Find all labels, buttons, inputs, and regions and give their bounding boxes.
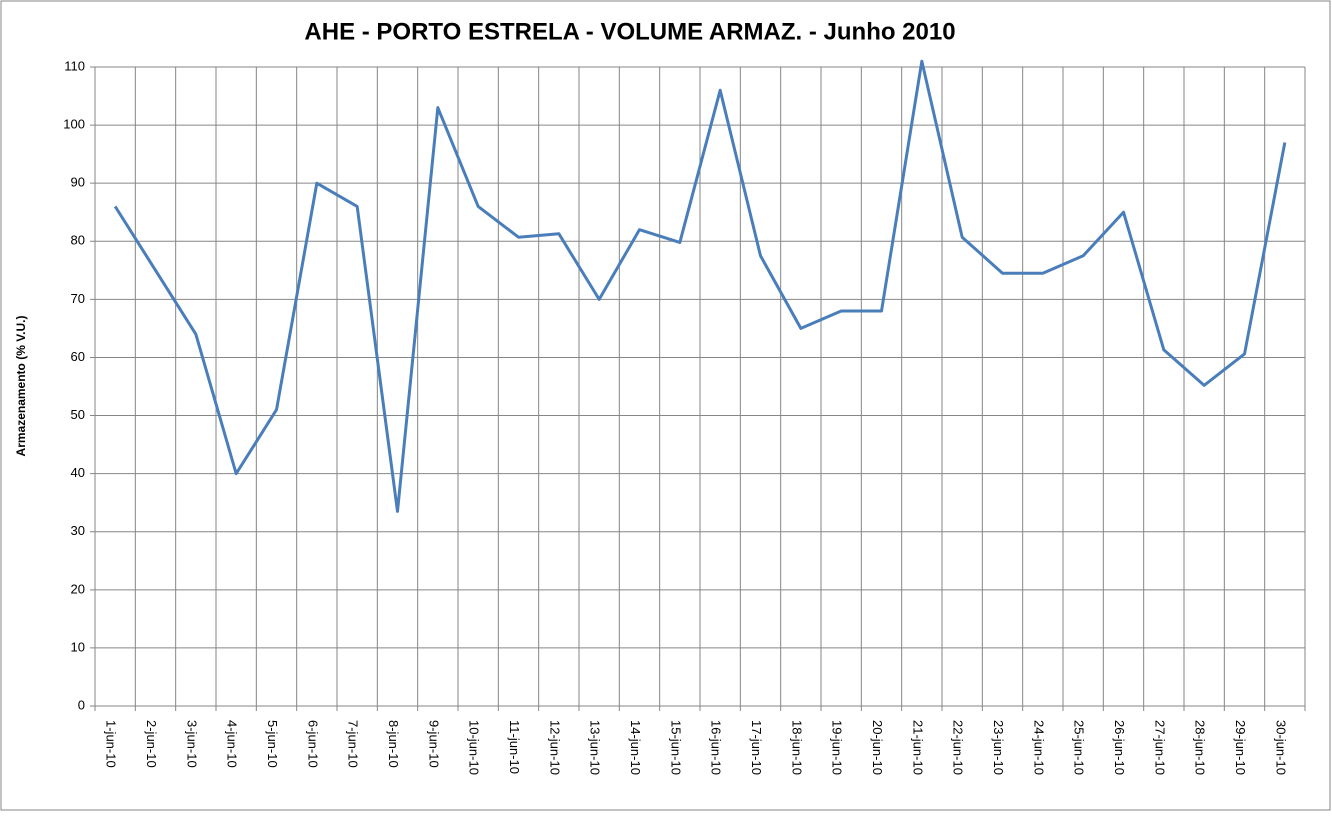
x-tick-label: 2-jun-10 <box>144 720 159 768</box>
x-tick-label: 15-jun-10 <box>668 720 683 775</box>
x-tick-label: 8-jun-10 <box>386 720 401 768</box>
chart-title: AHE - PORTO ESTRELA - VOLUME ARMAZ. - Ju… <box>304 18 955 45</box>
x-tick-label: 25-jun-10 <box>1072 720 1087 775</box>
x-tick-label: 23-jun-10 <box>991 720 1006 775</box>
x-tick-label: 10-jun-10 <box>467 720 482 775</box>
x-tick-label: 24-jun-10 <box>1031 720 1046 775</box>
x-tick-label: 30-jun-10 <box>1273 720 1288 775</box>
y-tick-label: 0 <box>78 697 85 712</box>
x-tick-label: 5-jun-10 <box>265 720 280 768</box>
x-tick-label: 16-jun-10 <box>709 720 724 775</box>
x-tick-label: 13-jun-10 <box>588 720 603 775</box>
x-tick-label: 29-jun-10 <box>1233 720 1248 775</box>
y-tick-label: 40 <box>71 465 85 480</box>
x-tick-label: 28-jun-10 <box>1193 720 1208 775</box>
y-tick-label: 50 <box>71 407 85 422</box>
x-tick-label: 12-jun-10 <box>547 720 562 775</box>
y-axis-label: Armazenamento (% V.U.) <box>14 316 28 457</box>
x-tick-label: 9-jun-10 <box>426 720 441 768</box>
x-tick-label: 18-jun-10 <box>789 720 804 775</box>
y-tick-label: 80 <box>71 233 85 248</box>
y-tick-label: 60 <box>71 349 85 364</box>
y-tick-label: 90 <box>71 175 85 190</box>
x-tick-label: 26-jun-10 <box>1112 720 1127 775</box>
y-tick-label: 70 <box>71 291 85 306</box>
x-tick-label: 27-jun-10 <box>1152 720 1167 775</box>
line-series <box>113 59 1287 513</box>
x-tick-label: 7-jun-10 <box>346 720 361 768</box>
y-tick-label: 20 <box>71 581 85 596</box>
x-tick-label: 3-jun-10 <box>184 720 199 768</box>
x-tick-label: 17-jun-10 <box>749 720 764 775</box>
y-tick-label: 30 <box>71 523 85 538</box>
x-tick-label: 4-jun-10 <box>225 720 240 768</box>
x-tick-label: 22-jun-10 <box>951 720 966 775</box>
x-tick-label: 6-jun-10 <box>305 720 320 768</box>
x-tick-label: 11-jun-10 <box>507 720 522 774</box>
x-tick-label: 14-jun-10 <box>628 720 643 775</box>
x-tick-label: 19-jun-10 <box>830 720 845 775</box>
y-tick-label: 10 <box>71 639 85 654</box>
x-tick-label: 20-jun-10 <box>870 720 885 775</box>
y-tick-label: 100 <box>63 117 85 132</box>
y-tick-label: 110 <box>64 58 85 73</box>
x-tick-label: 21-jun-10 <box>910 720 925 775</box>
x-tick-label: 1-jun-10 <box>104 720 119 768</box>
